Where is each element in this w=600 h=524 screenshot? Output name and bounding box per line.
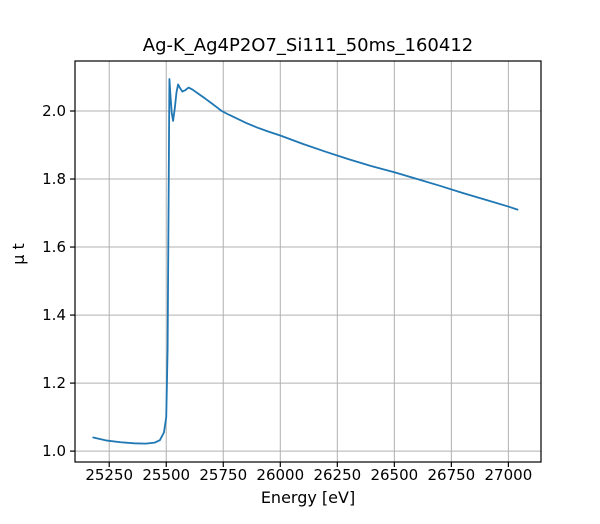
data-line — [92, 78, 519, 445]
y-tick-label: 1.0 — [42, 442, 66, 460]
y-axis-label: μ t — [9, 243, 28, 265]
x-axis-label: Energy [eV] — [261, 488, 355, 507]
chart-title: Ag-K_Ag4P2O7_Si111_50ms_160412 — [143, 35, 473, 56]
y-tick-label: 1.6 — [42, 238, 66, 256]
x-tick-label: 26000 — [256, 466, 304, 484]
x-tick-label: 26750 — [427, 466, 475, 484]
x-tick-label: 25250 — [85, 466, 133, 484]
y-tick-label: 2.0 — [42, 102, 66, 120]
x-tick-label: 25500 — [142, 466, 190, 484]
y-tick-label: 1.8 — [42, 170, 66, 188]
x-tick-label: 26250 — [313, 466, 361, 484]
x-tick-label: 27000 — [485, 466, 533, 484]
plot-border — [74, 60, 542, 463]
y-tick-label: 1.4 — [42, 306, 66, 324]
y-tick-label: 1.2 — [42, 374, 66, 392]
x-tick-label: 26500 — [370, 466, 418, 484]
axes-area: 25250 25500 25750 26000 26250 26500 26750 27000… — [42, 60, 542, 484]
x-tick-label: 25750 — [199, 466, 247, 484]
